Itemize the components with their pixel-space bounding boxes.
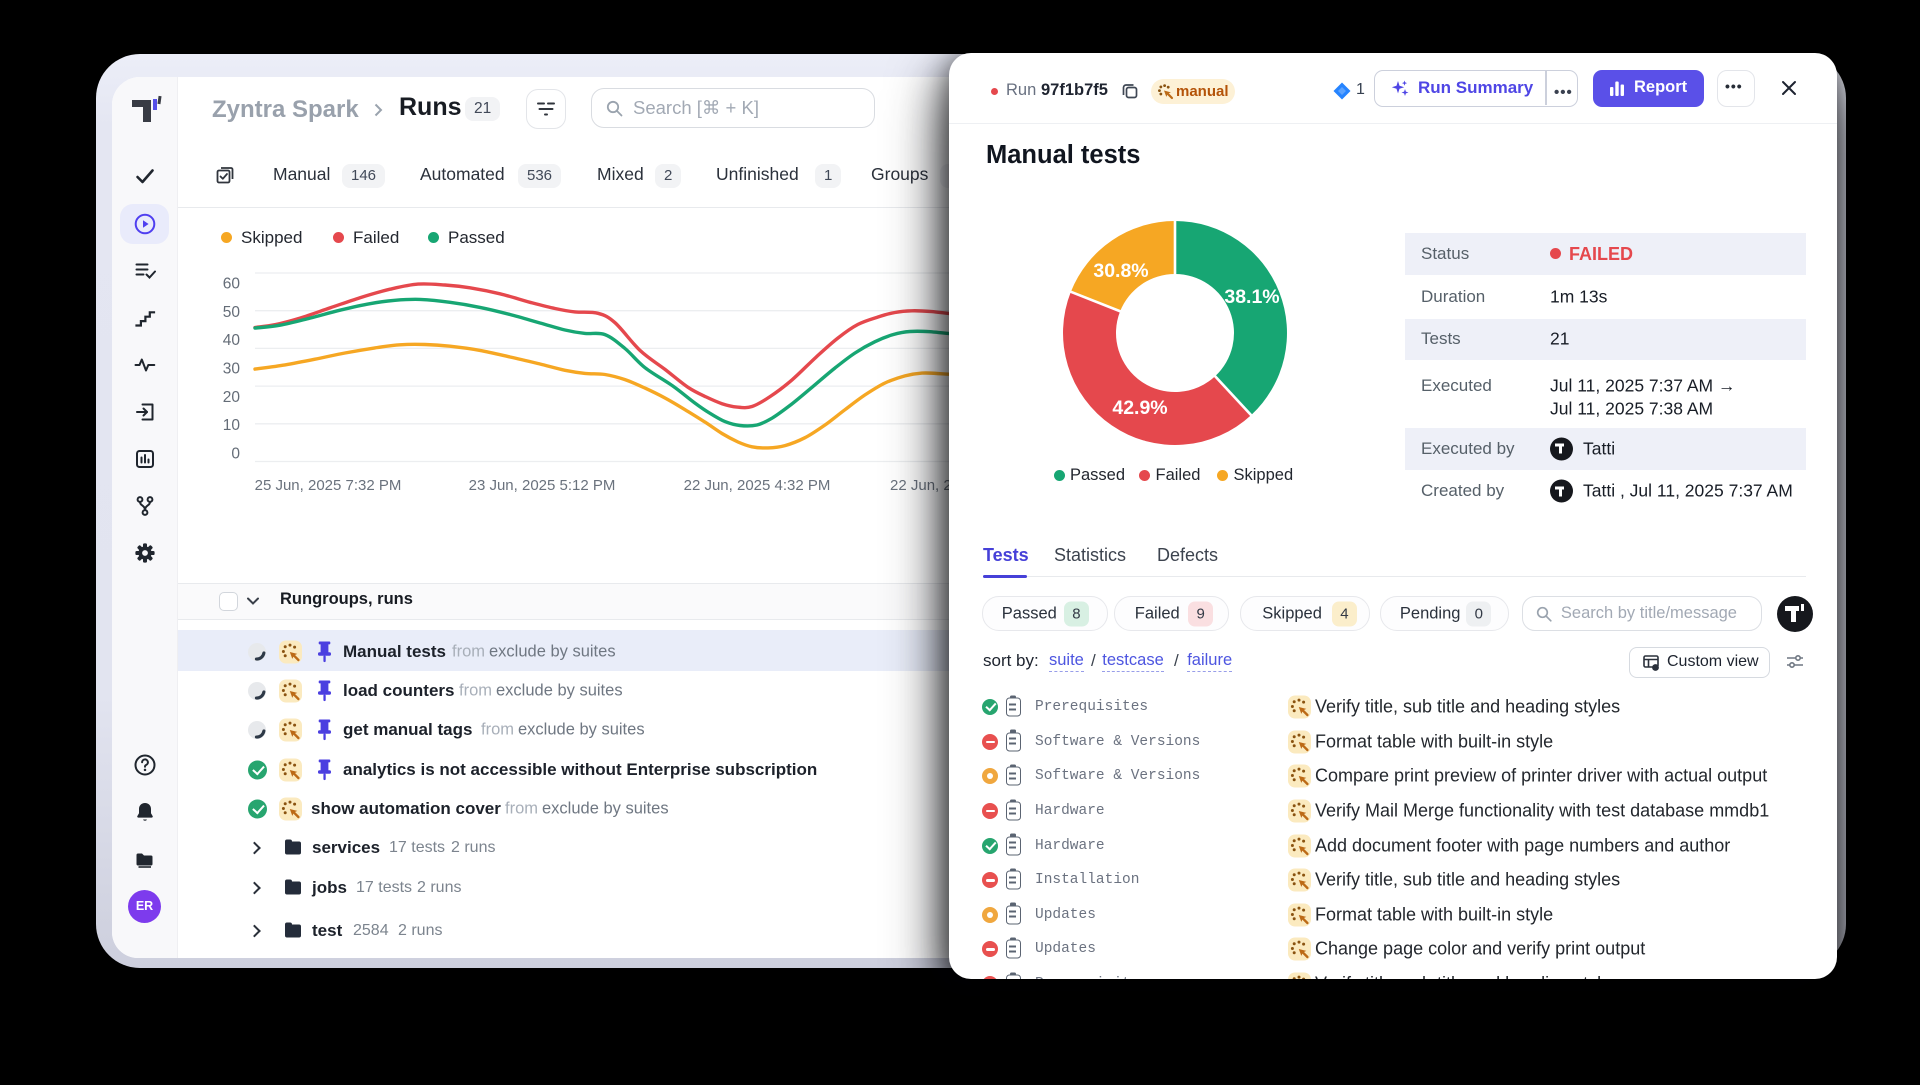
- svg-text:30: 30: [223, 361, 241, 378]
- svg-text:38.1%: 38.1%: [1224, 286, 1279, 308]
- svg-text:30.8%: 30.8%: [1093, 260, 1148, 282]
- svg-text:42.9%: 42.9%: [1112, 397, 1167, 419]
- svg-text:20: 20: [223, 389, 241, 406]
- svg-text:50: 50: [223, 304, 241, 321]
- svg-text:10: 10: [223, 417, 241, 434]
- svg-text:60: 60: [223, 276, 241, 293]
- svg-text:0: 0: [231, 446, 240, 463]
- svg-text:40: 40: [223, 332, 241, 349]
